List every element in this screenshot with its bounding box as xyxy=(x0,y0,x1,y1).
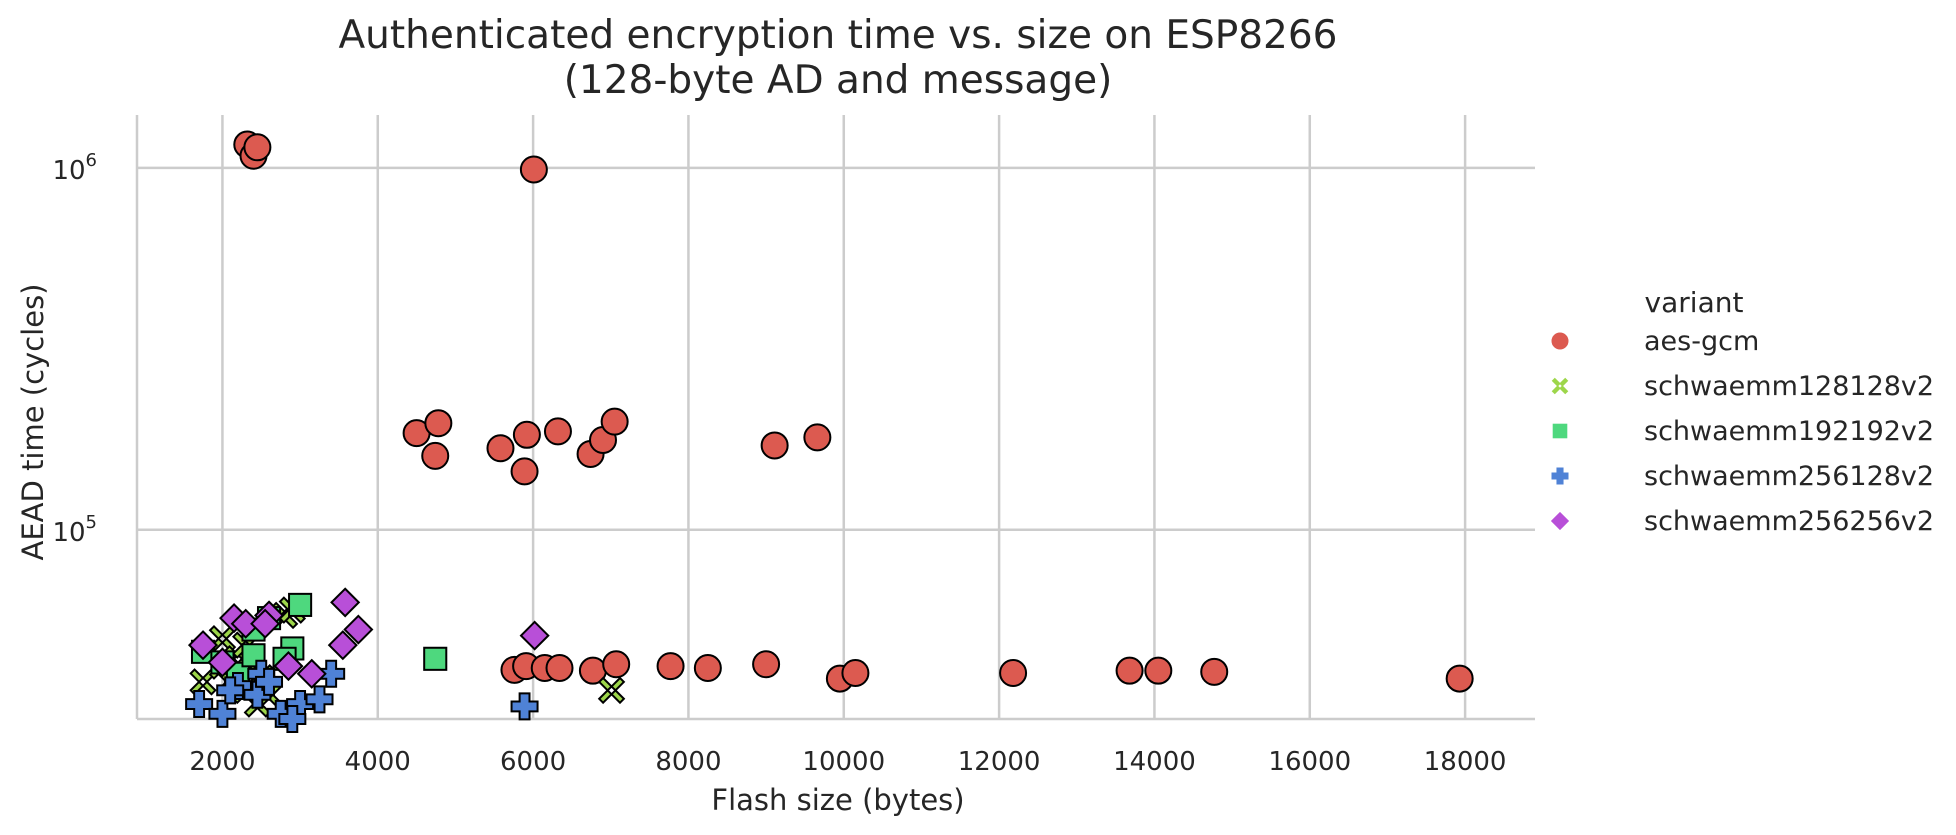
data-point xyxy=(543,417,572,446)
x-tick-label: 14000 xyxy=(1113,747,1196,777)
data-point xyxy=(600,407,629,436)
legend-marker-circle xyxy=(1551,332,1569,350)
data-point xyxy=(1115,656,1144,685)
data-point xyxy=(296,658,327,689)
legend-swatch xyxy=(1551,377,1569,395)
data-point xyxy=(278,705,307,733)
chart-title: Authenticated encryption time vs. size o… xyxy=(338,13,1338,58)
data-point xyxy=(752,650,781,679)
x-tick-label: 8000 xyxy=(655,747,721,777)
series-schwaemm256256v2 xyxy=(187,587,550,689)
data-point xyxy=(207,647,238,678)
x-tick-label: 4000 xyxy=(345,747,411,777)
legend-swatch xyxy=(1551,467,1569,485)
y-tick-label: 105 xyxy=(52,512,97,548)
data-point xyxy=(185,690,214,719)
data-point xyxy=(208,699,237,728)
data-point xyxy=(424,409,453,438)
data-point xyxy=(216,676,245,705)
x-tick-label: 12000 xyxy=(958,747,1041,777)
legend-marker-plus xyxy=(1551,467,1569,485)
data-point xyxy=(343,614,374,645)
data-point xyxy=(423,646,448,671)
data-point xyxy=(999,659,1028,688)
data-point xyxy=(305,685,334,714)
data-point xyxy=(510,692,539,721)
data-point xyxy=(1144,656,1173,685)
legend-label: schwaemm128128v2 xyxy=(1644,371,1935,402)
data-point xyxy=(693,653,722,682)
data-point xyxy=(288,592,313,617)
data-point xyxy=(255,667,284,696)
x-axis-label: Flash size (bytes) xyxy=(711,783,964,817)
legend-label: schwaemm256128v2 xyxy=(1644,461,1935,492)
legend-title: variant xyxy=(1644,286,1744,319)
data-point xyxy=(519,620,550,651)
data-point xyxy=(545,653,574,682)
legend-marker-diamond xyxy=(1550,511,1570,531)
data-point xyxy=(327,630,358,661)
y-tick-label: 106 xyxy=(52,150,97,186)
data-point xyxy=(760,431,789,460)
legend-swatch xyxy=(1552,423,1568,439)
data-point xyxy=(510,457,539,486)
data-point xyxy=(841,659,870,688)
data-point xyxy=(1445,664,1474,693)
data-point xyxy=(243,680,272,709)
series-aes-gcm xyxy=(233,130,1474,693)
data-point xyxy=(803,423,832,452)
data-point xyxy=(656,652,685,681)
data-point xyxy=(519,155,548,184)
legend-label: schwaemm256256v2 xyxy=(1644,506,1935,537)
grid-lines xyxy=(137,115,1535,719)
data-point xyxy=(597,676,626,705)
legend-item-schwaemm256256v2: schwaemm256256v2 xyxy=(1540,503,1940,543)
data-point xyxy=(243,133,272,162)
data-point xyxy=(273,651,304,682)
legend-swatch xyxy=(1551,332,1569,350)
data-point xyxy=(512,420,541,449)
data-point xyxy=(602,650,631,679)
chart-subtitle: (128-byte AD and message) xyxy=(563,58,1113,103)
legend-label: aes-gcm xyxy=(1644,326,1760,357)
legend-swatch xyxy=(1550,511,1570,531)
x-tick-label: 6000 xyxy=(500,747,566,777)
x-tick-label: 18000 xyxy=(1424,747,1507,777)
axes xyxy=(135,115,1535,721)
data-point xyxy=(250,608,281,639)
data-point xyxy=(1200,657,1229,686)
data-point xyxy=(486,434,515,463)
legend-label: schwaemm192192v2 xyxy=(1644,416,1935,447)
x-tick-label: 10000 xyxy=(802,747,885,777)
legend-marker-x xyxy=(1551,377,1569,395)
data-point xyxy=(330,587,361,618)
y-axis-label: AEAD time (cycles) xyxy=(16,284,50,561)
series-schwaemm256128v2 xyxy=(185,659,539,733)
data-point xyxy=(421,441,450,470)
tick-labels: 2000 4000 6000 8000 10000 12000 14000 16000 1800… xyxy=(52,150,1506,777)
data-points xyxy=(185,130,1474,733)
legend-item-schwaemm256128v2: schwaemm256128v2 xyxy=(1540,458,1940,498)
data-point xyxy=(187,630,219,661)
legend-marker-square xyxy=(1552,423,1568,439)
x-tick-label: 2000 xyxy=(189,747,255,777)
legend-item-schwaemm128128v2: schwaemm128128v2 xyxy=(1540,368,1940,408)
x-tick-label: 16000 xyxy=(1268,747,1351,777)
legend-item-schwaemm192192v2: schwaemm192192v2 xyxy=(1540,413,1940,453)
legend-item-aes-gcm: aes-gcm xyxy=(1540,323,1940,363)
